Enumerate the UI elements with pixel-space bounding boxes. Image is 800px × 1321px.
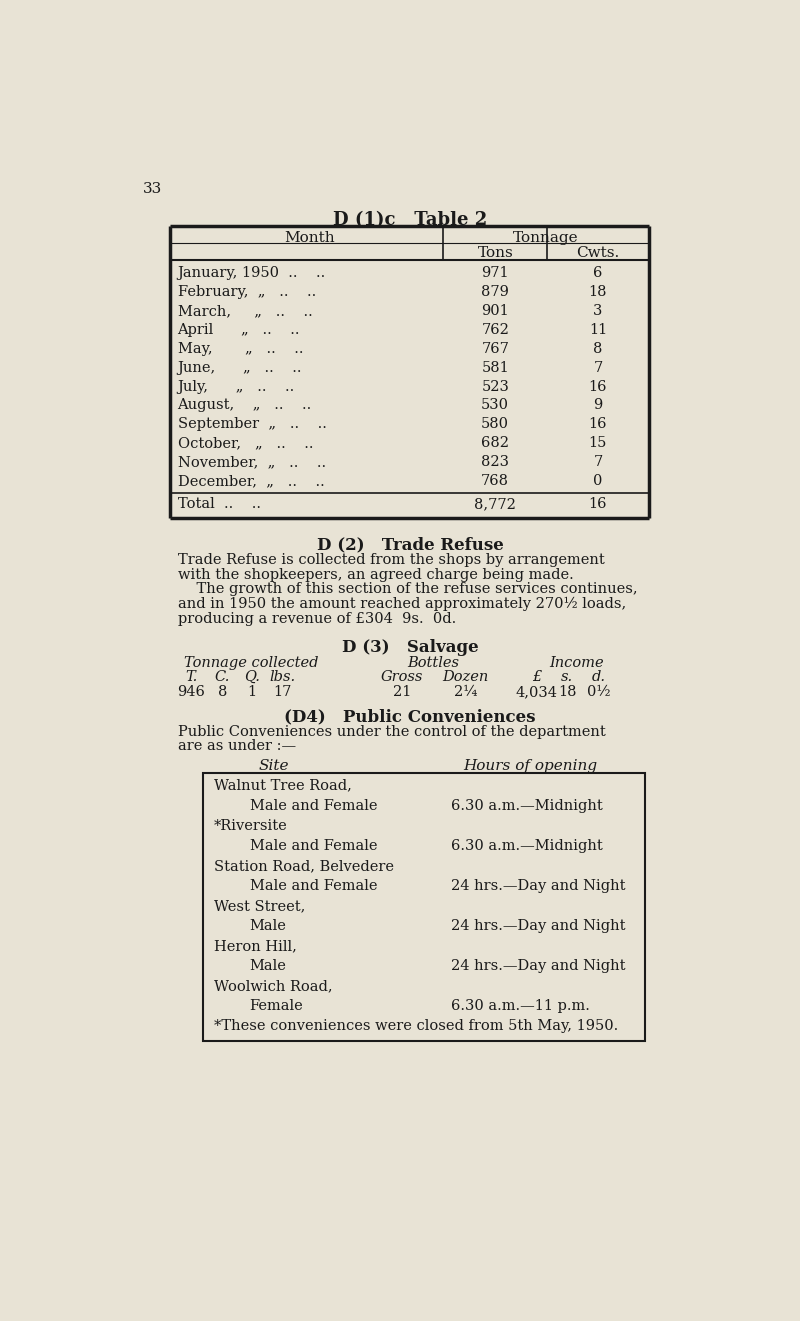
Text: 6.30 a.m.—Midnight: 6.30 a.m.—Midnight [451, 799, 603, 812]
Text: 18: 18 [558, 684, 577, 699]
Text: 767: 767 [482, 342, 509, 355]
Text: October,   „   ..    ..: October, „ .. .. [178, 436, 313, 450]
Text: 24 hrs.—Day and Night: 24 hrs.—Day and Night [451, 959, 626, 974]
Bar [203, 773, 645, 1041]
Text: Male: Male [250, 959, 286, 974]
Text: 11: 11 [589, 322, 607, 337]
Text: The growth of this section of the refuse services continues,: The growth of this section of the refuse… [178, 583, 637, 596]
Text: 6: 6 [594, 267, 602, 280]
Text: Tonnage: Tonnage [514, 231, 579, 244]
Text: 9: 9 [594, 399, 602, 412]
Text: Tons: Tons [478, 246, 513, 260]
Text: January, 1950  ..    ..: January, 1950 .. .. [178, 267, 326, 280]
Text: 16: 16 [589, 497, 607, 511]
Text: 523: 523 [482, 379, 509, 394]
Text: Female: Female [250, 999, 303, 1013]
Text: 24 hrs.—Day and Night: 24 hrs.—Day and Night [451, 878, 626, 893]
Text: Tonnage collected: Tonnage collected [184, 655, 318, 670]
Text: March,     „   ..    ..: March, „ .. .. [178, 304, 312, 318]
Text: 682: 682 [482, 436, 510, 450]
Text: *Riversite: *Riversite [214, 819, 288, 832]
Text: Male and Female: Male and Female [250, 799, 377, 812]
Text: 580: 580 [482, 417, 510, 431]
Text: Male and Female: Male and Female [250, 839, 377, 853]
Text: Gross: Gross [381, 670, 423, 684]
Text: Income: Income [550, 655, 604, 670]
Text: 879: 879 [482, 285, 509, 299]
Text: Walnut Tree Road,: Walnut Tree Road, [214, 779, 352, 793]
Text: 971: 971 [482, 267, 509, 280]
Text: are as under :—: are as under :— [178, 740, 296, 753]
Text: 16: 16 [589, 417, 607, 431]
Text: Male and Female: Male and Female [250, 878, 377, 893]
Text: 4,034: 4,034 [515, 684, 558, 699]
Text: Hours of opening: Hours of opening [463, 758, 597, 773]
Text: Cwts.: Cwts. [576, 246, 619, 260]
Text: 2¼: 2¼ [454, 684, 478, 699]
Text: Public Conveniences under the control of the department: Public Conveniences under the control of… [178, 725, 606, 738]
Text: 7: 7 [594, 454, 602, 469]
Text: 530: 530 [482, 399, 510, 412]
Text: September  „   ..    ..: September „ .. .. [178, 417, 326, 431]
Text: 16: 16 [589, 379, 607, 394]
Text: Q.: Q. [244, 670, 260, 684]
Text: 768: 768 [482, 474, 510, 487]
Text: April      „   ..    ..: April „ .. .. [178, 322, 300, 337]
Text: T.: T. [186, 670, 198, 684]
Text: and in 1950 the amount reached approximately 270½ loads,: and in 1950 the amount reached approxima… [178, 597, 626, 612]
Text: Heron Hill,: Heron Hill, [214, 939, 297, 952]
Text: £: £ [532, 670, 541, 684]
Text: Trade Refuse is collected from the shops by arrangement: Trade Refuse is collected from the shops… [178, 553, 604, 567]
Text: D (3)   Salvage: D (3) Salvage [342, 638, 478, 655]
Text: 581: 581 [482, 361, 509, 375]
Text: Station Road, Belvedere: Station Road, Belvedere [214, 859, 394, 873]
Text: August,    „   ..    ..: August, „ .. .. [178, 399, 312, 412]
Text: July,      „   ..    ..: July, „ .. .. [178, 379, 294, 394]
Text: Total  ..    ..: Total .. .. [178, 497, 261, 511]
Text: Male: Male [250, 919, 286, 933]
Text: Bottles: Bottles [407, 655, 459, 670]
Text: 15: 15 [589, 436, 607, 450]
Text: February,  „   ..    ..: February, „ .. .. [178, 285, 316, 299]
Text: with the shopkeepers, an agreed charge being made.: with the shopkeepers, an agreed charge b… [178, 568, 574, 581]
Text: 946: 946 [178, 684, 206, 699]
Text: 823: 823 [482, 454, 510, 469]
Text: producing a revenue of £304  9s.  0d.: producing a revenue of £304 9s. 0d. [178, 612, 456, 626]
Text: June,      „   ..    ..: June, „ .. .. [178, 361, 302, 375]
Text: 762: 762 [482, 322, 509, 337]
Text: (D4)   Public Conveniences: (D4) Public Conveniences [284, 708, 536, 725]
Text: West Street,: West Street, [214, 898, 306, 913]
Text: Site: Site [259, 758, 290, 773]
Text: Month: Month [284, 231, 334, 244]
Text: lbs.: lbs. [269, 670, 295, 684]
Text: D (1)c   Table 2: D (1)c Table 2 [333, 211, 487, 229]
Text: 0: 0 [594, 474, 602, 487]
Text: May,       „   ..    ..: May, „ .. .. [178, 342, 303, 355]
Text: C.: C. [214, 670, 230, 684]
Text: s.: s. [562, 670, 574, 684]
Text: 18: 18 [589, 285, 607, 299]
Text: *These conveniences were closed from 5th May, 1950.: *These conveniences were closed from 5th… [214, 1018, 618, 1033]
Text: 3: 3 [594, 304, 602, 318]
Text: November,  „   ..    ..: November, „ .. .. [178, 454, 326, 469]
Text: 21: 21 [393, 684, 411, 699]
Text: 7: 7 [594, 361, 602, 375]
Text: 6.30 a.m.—Midnight: 6.30 a.m.—Midnight [451, 839, 603, 853]
Text: Woolwich Road,: Woolwich Road, [214, 979, 333, 993]
Text: 8: 8 [594, 342, 602, 355]
Text: 8,772: 8,772 [474, 497, 516, 511]
Text: 17: 17 [273, 684, 291, 699]
Text: 24 hrs.—Day and Night: 24 hrs.—Day and Night [451, 919, 626, 933]
Text: 1: 1 [247, 684, 257, 699]
Text: 901: 901 [482, 304, 509, 318]
Text: 0½: 0½ [586, 684, 610, 699]
Text: D (2)   Trade Refuse: D (2) Trade Refuse [317, 536, 503, 553]
Text: December,  „   ..    ..: December, „ .. .. [178, 474, 324, 487]
Text: d.: d. [591, 670, 606, 684]
Text: 33: 33 [142, 181, 162, 196]
Text: Dozen: Dozen [442, 670, 489, 684]
Text: 6.30 a.m.—11 p.m.: 6.30 a.m.—11 p.m. [451, 999, 590, 1013]
Text: 8: 8 [218, 684, 227, 699]
